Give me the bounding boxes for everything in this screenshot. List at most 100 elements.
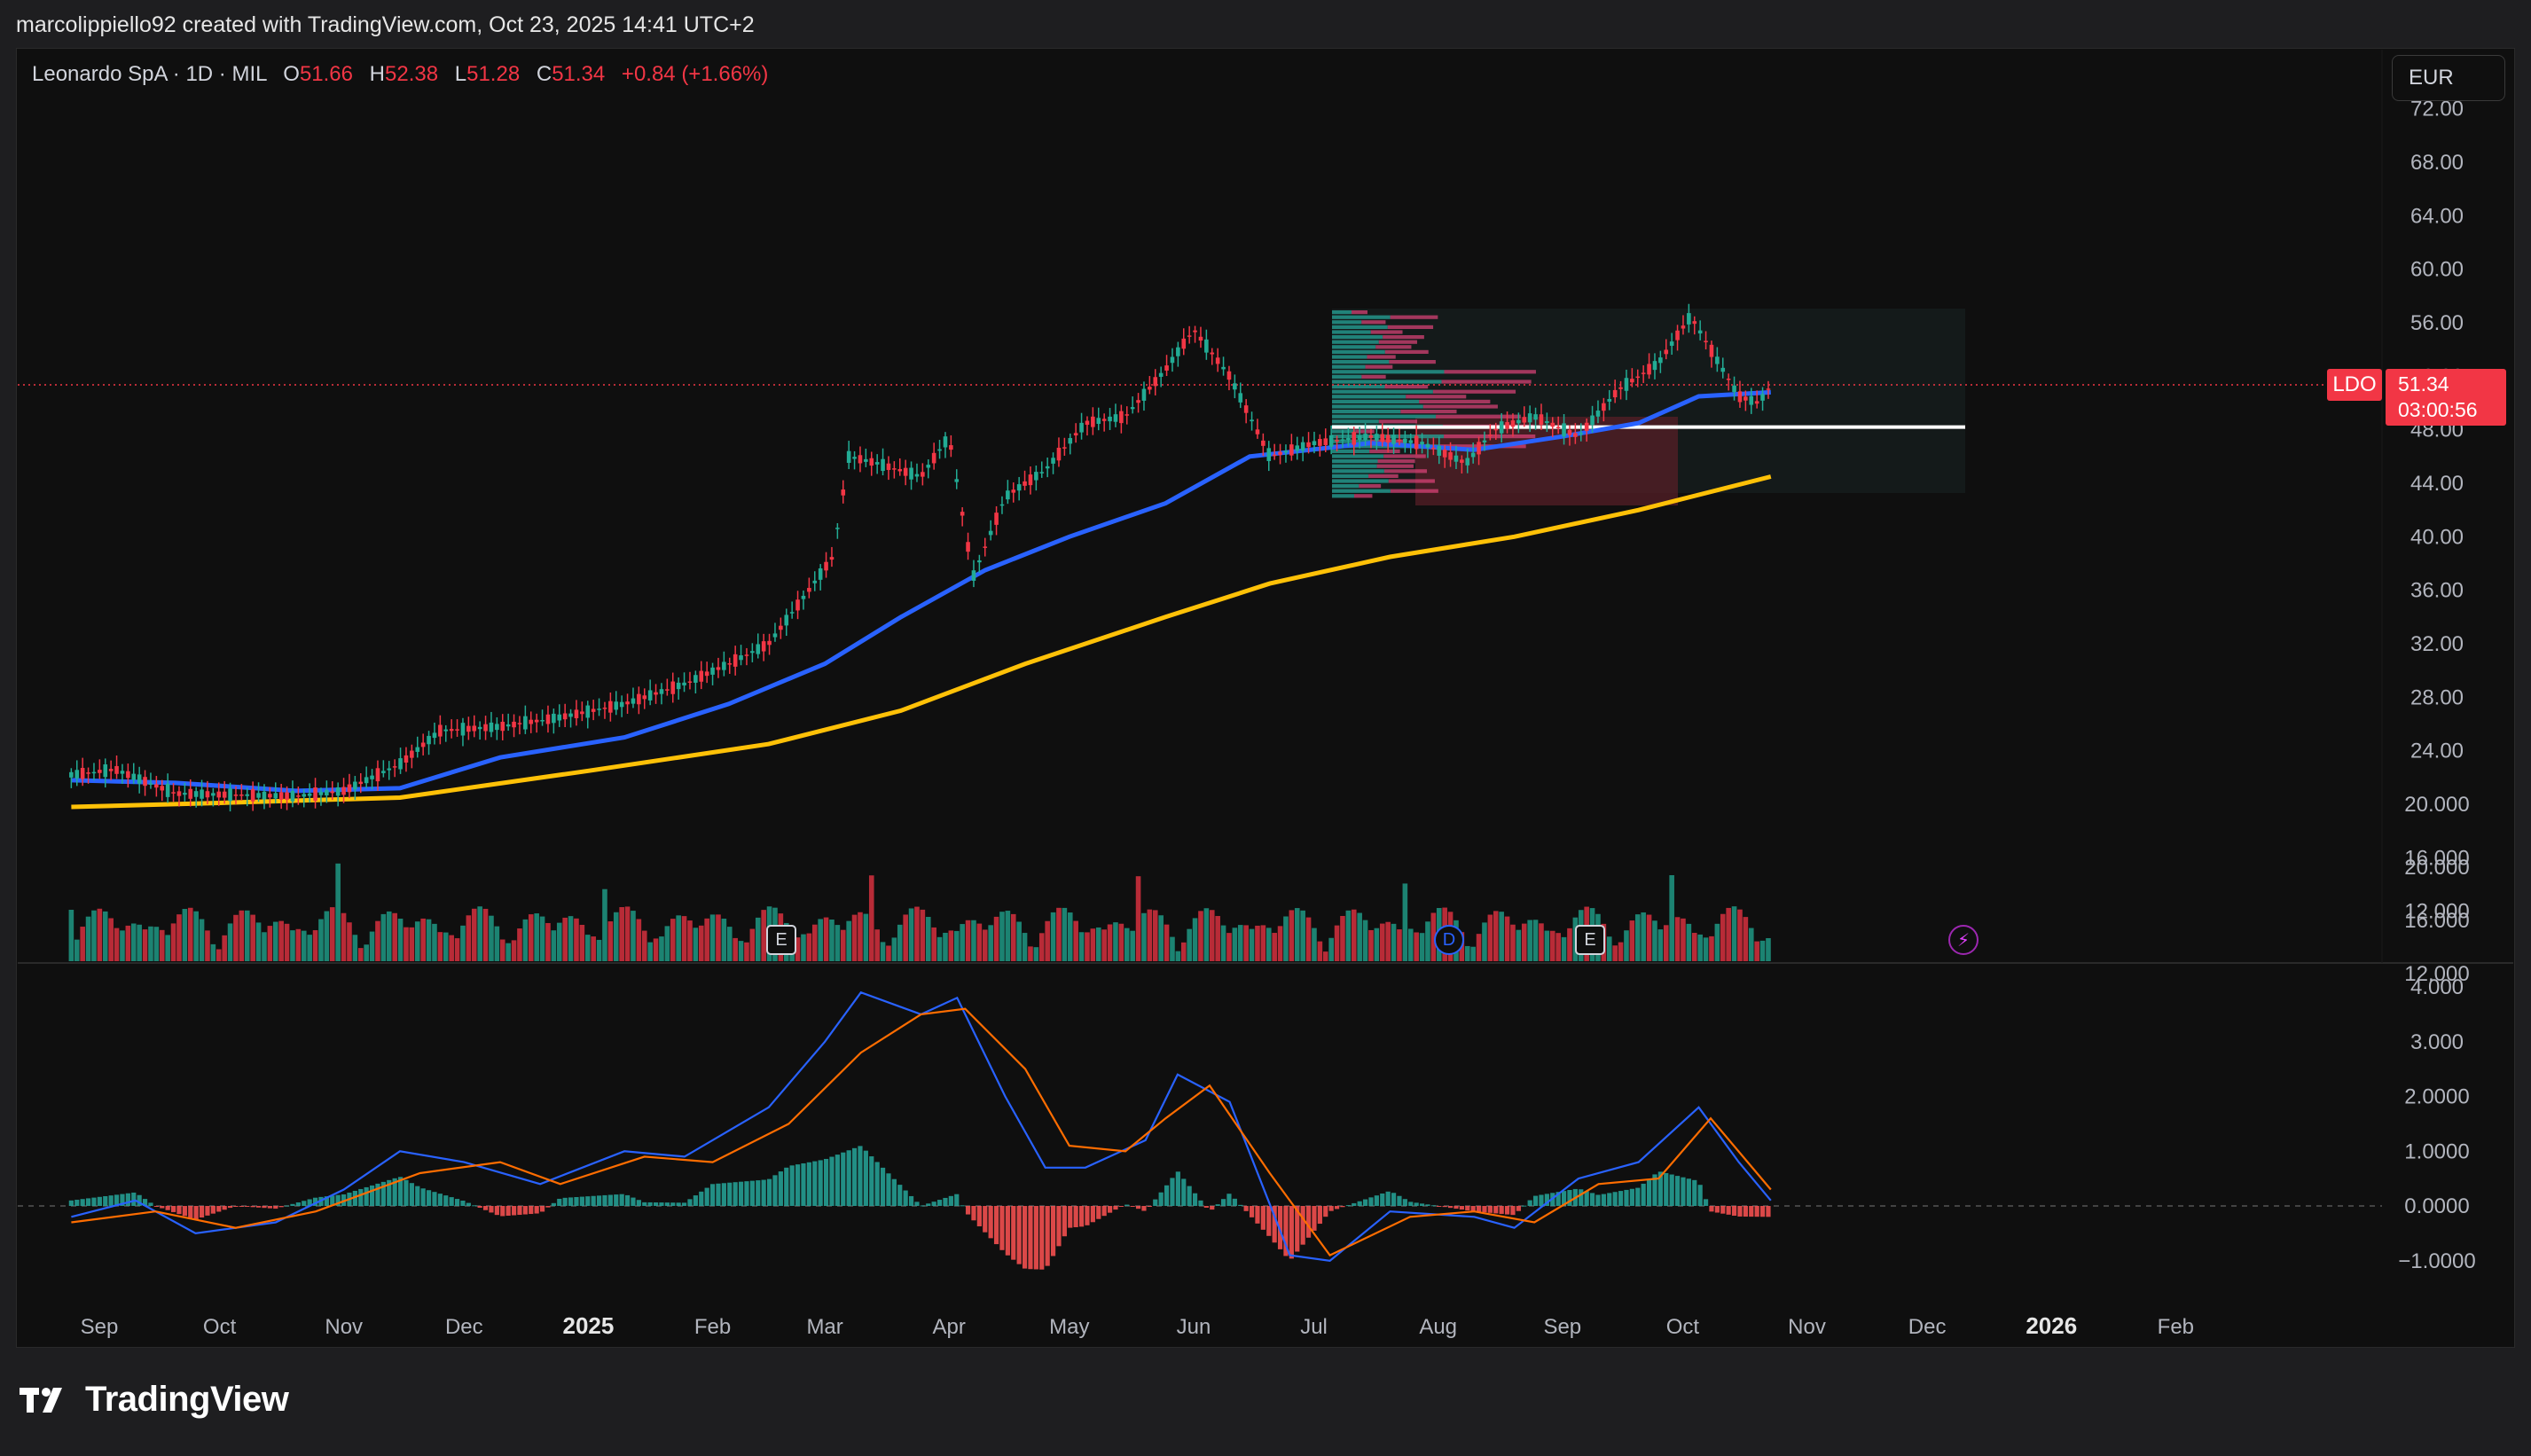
- candle: [960, 512, 965, 516]
- candle: [1635, 376, 1641, 379]
- volume-bar: [1215, 916, 1220, 961]
- candle: [120, 771, 125, 774]
- volume-bar: [1357, 912, 1362, 961]
- volume-bar: [364, 944, 369, 961]
- macd-histogram-bar: [681, 1202, 687, 1206]
- volume-bar: [999, 912, 1005, 961]
- volume-bar: [1164, 924, 1170, 961]
- volume-bar: [1759, 940, 1766, 961]
- volume-bar: [1720, 913, 1726, 961]
- candle: [999, 504, 1005, 506]
- close-value: 51.34: [552, 62, 606, 86]
- macd-histogram-bar: [312, 1197, 318, 1206]
- macd-histogram-bar: [1532, 1195, 1539, 1206]
- candle: [1113, 414, 1118, 422]
- volume-profile-bar: [1383, 454, 1426, 458]
- volume-bar: [1686, 923, 1692, 961]
- macd-histogram-bar: [1743, 1206, 1748, 1217]
- candle: [1016, 484, 1022, 491]
- volume-bar: [1624, 930, 1629, 961]
- volume-profile-bar: [1384, 349, 1429, 354]
- macd-histogram-bar: [489, 1206, 494, 1213]
- volume-bar: [239, 910, 245, 961]
- earnings-event-icon[interactable]: E: [1575, 925, 1605, 955]
- candle: [523, 716, 528, 730]
- volume-bar: [227, 923, 233, 961]
- symbol-badge: LDO: [2327, 369, 2382, 401]
- candle: [108, 769, 114, 771]
- candle: [1079, 422, 1084, 433]
- candle: [1312, 441, 1317, 445]
- macd-histogram-bar: [1522, 1205, 1527, 1207]
- volume-bar: [1681, 918, 1686, 961]
- macd-histogram-bar: [903, 1190, 908, 1206]
- macd-histogram-bar: [835, 1155, 840, 1206]
- candle: [966, 542, 970, 552]
- candle: [1340, 439, 1345, 441]
- candle: [1068, 437, 1073, 444]
- macd-histogram-bar: [659, 1202, 664, 1206]
- macd-histogram-bar: [585, 1196, 591, 1206]
- earnings-event-icon[interactable]: E: [766, 925, 796, 955]
- volume-bar: [534, 913, 539, 961]
- candle: [1397, 439, 1402, 442]
- volume-bar: [210, 943, 216, 961]
- volume-bar: [1419, 933, 1425, 961]
- candle: [1726, 379, 1731, 380]
- volume-bar: [1669, 874, 1674, 961]
- candle: [1493, 428, 1499, 431]
- candle: [341, 787, 346, 795]
- last-price: 51.34: [2398, 372, 2449, 395]
- macd-axis-tick: 3.000: [2410, 1030, 2464, 1054]
- macd-histogram-bar: [983, 1206, 988, 1233]
- macd-histogram-bar: [1430, 1205, 1436, 1207]
- candle: [744, 654, 749, 656]
- volume-profile-bar: [1368, 474, 1399, 478]
- candle: [1011, 489, 1016, 493]
- candle: [1226, 371, 1232, 380]
- flash-event-icon[interactable]: ⚡: [1948, 925, 1979, 955]
- candle: [1687, 313, 1691, 325]
- volume-bar: [1430, 912, 1437, 961]
- last-price-badge: 51.34 03:00:56: [2386, 369, 2506, 426]
- macd-histogram-bar: [1260, 1206, 1266, 1230]
- time-axis-tick: Feb: [694, 1315, 731, 1339]
- macd-histogram-bar: [1754, 1206, 1759, 1217]
- candle: [1522, 417, 1527, 423]
- macd-histogram-bar: [1465, 1206, 1470, 1211]
- macd-histogram-bar: [1391, 1193, 1397, 1206]
- volume-bar: [1033, 947, 1039, 961]
- volume-bar: [244, 910, 250, 961]
- candle: [1505, 422, 1509, 429]
- volume-bar: [936, 936, 943, 961]
- volume-bar: [943, 932, 948, 961]
- macd-histogram-bar: [1624, 1189, 1629, 1206]
- macd-histogram-bar: [1686, 1178, 1691, 1206]
- candle: [562, 713, 568, 720]
- volume-profile-bar: [1438, 444, 1526, 449]
- candle: [693, 675, 698, 683]
- candle: [1306, 442, 1311, 448]
- volume-bar: [409, 927, 415, 961]
- chart-panel[interactable]: [16, 48, 2515, 1348]
- dividend-event-icon[interactable]: D: [1434, 925, 1464, 955]
- candle: [1652, 361, 1657, 371]
- macd-histogram-bar: [914, 1202, 920, 1206]
- candle: [472, 725, 477, 732]
- macd-histogram-bar: [1595, 1194, 1601, 1206]
- macd-histogram-bar: [1414, 1202, 1419, 1206]
- price-axis-tick: 68.00: [2410, 151, 2464, 175]
- candle: [1153, 377, 1158, 387]
- currency-button[interactable]: EUR: [2392, 55, 2505, 101]
- macd-histogram-bar: [205, 1206, 210, 1216]
- low-label: L: [454, 62, 467, 86]
- volume-bar: [1187, 928, 1192, 961]
- volume-bar: [1056, 907, 1062, 961]
- candle: [597, 708, 601, 710]
- volume-profile-bar: [1332, 380, 1442, 384]
- volume-bar: [1260, 925, 1266, 961]
- macd-histogram-bar: [1238, 1204, 1243, 1206]
- macd-axis-tick: −1.0000: [2398, 1249, 2475, 1273]
- candle: [1204, 339, 1209, 353]
